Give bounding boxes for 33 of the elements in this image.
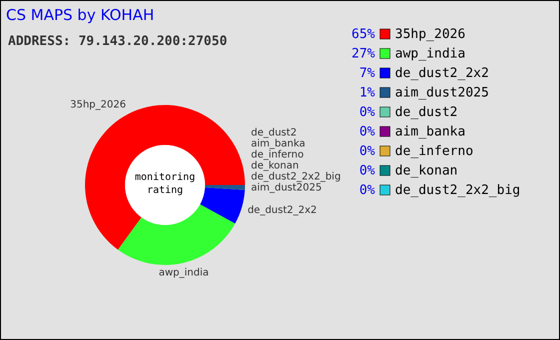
legend-label: de_dust2_2x2_big — [395, 183, 520, 198]
donut-slice — [118, 204, 236, 265]
data-label: 1% — [359, 86, 376, 100]
text: 0% — [359, 144, 375, 159]
text: 0% — [359, 105, 375, 120]
text: 0% — [359, 124, 375, 140]
slice-label: aim_dust2025 — [250, 182, 322, 194]
data-label: 27% — [352, 46, 376, 62]
legend-label: de_dust2 — [395, 105, 458, 120]
slice-label: 35hp_2026 — [70, 100, 126, 111]
legend-label: awp_india — [395, 46, 466, 62]
category-label: de_inferno — [251, 150, 304, 161]
data-label: 65% — [352, 27, 376, 42]
text: ADDRESS: 79.143.20.200:27050 — [8, 34, 228, 49]
category-label: de_dust2 — [251, 128, 297, 139]
chart-title: CS MAPS by KOHAH — [6, 6, 154, 24]
legend-label: de_inferno — [395, 144, 474, 159]
legend-label: aim_banka — [395, 124, 466, 140]
category-label: de_konan — [251, 160, 299, 172]
legend-label: 35hp_2026 — [395, 27, 466, 42]
text: monitoring rating — [134, 172, 196, 196]
donut-slice — [204, 185, 245, 190]
text: 0% — [359, 183, 375, 198]
data-label: 7% — [359, 66, 376, 81]
donut-slice — [200, 188, 245, 224]
legend-label: de_dust2_2x2 — [395, 66, 489, 81]
category-label: aim_banka — [251, 138, 306, 150]
category-label: de_dust2_2x2_big — [251, 172, 341, 183]
slice-label: awp_india — [158, 268, 209, 279]
slice-label: de_dust2_2x2 — [248, 204, 317, 216]
legend-label: de_konan — [395, 164, 458, 178]
text: 0% — [359, 164, 375, 178]
legend-label: aim_dust2025 — [395, 86, 489, 100]
